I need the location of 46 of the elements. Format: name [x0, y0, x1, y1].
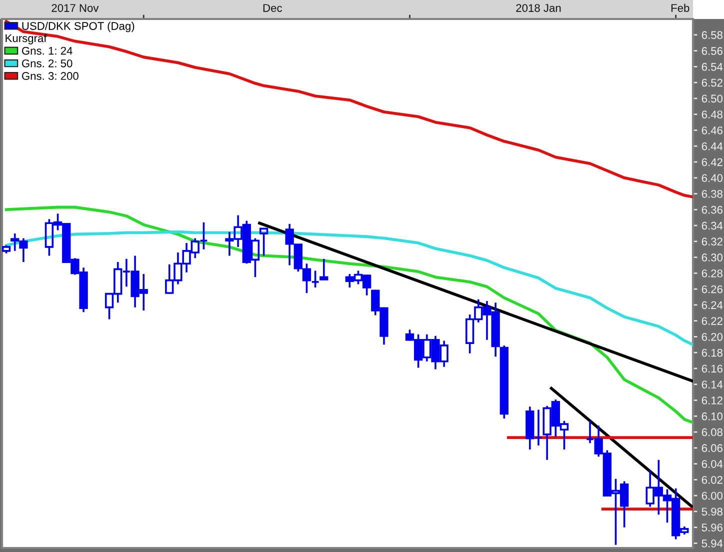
y-tick-label: 6.16 — [702, 364, 722, 373]
y-tick-label: 6.50 — [702, 94, 723, 103]
y-tick-label: 6.28 — [702, 269, 722, 278]
y-tick-label: 6.10 — [702, 412, 723, 420]
y-tick-label: 6.22 — [702, 317, 722, 325]
y-tick-label: 6.46 — [702, 126, 722, 134]
y-tick-label: 5.98 — [702, 508, 722, 516]
y-tick-label: 6.30 — [702, 254, 723, 262]
legend-label: USD/DKK SPOT (Dag) — [22, 22, 134, 32]
y-tick-label: 6.40 — [702, 174, 723, 182]
y-tick-label: 6.44 — [702, 142, 723, 150]
line-series — [4, 20, 693, 198]
x-tick-label: Dec — [263, 4, 282, 12]
legend-title: Kursgraf — [6, 34, 47, 44]
y-tick-label: 6.20 — [702, 332, 723, 341]
x-tick-label: 2017 Nov — [52, 4, 99, 12]
y-tick-label: 6.00 — [702, 492, 723, 500]
y-tick-label: 6.26 — [702, 285, 722, 294]
y-tick-label: 6.52 — [702, 78, 722, 87]
y-tick-label: 6.18 — [702, 348, 722, 357]
y-tick-label: 6.42 — [702, 158, 722, 166]
candlestick — [320, 258, 328, 280]
y-tick-label: 6.56 — [702, 47, 722, 55]
y-tick-label: 6.02 — [702, 476, 722, 484]
y-tick-label: 6.14 — [702, 380, 723, 389]
y-tick-label: 6.54 — [702, 62, 723, 71]
x-tick-label: 2018 Jan — [516, 4, 561, 12]
y-tick-label: 6.32 — [702, 238, 722, 246]
y-tick-label: 6.06 — [702, 444, 722, 452]
candlestick — [259, 228, 268, 257]
y-tick-label: 6.38 — [702, 190, 722, 198]
y-tick-label: 6.48 — [702, 110, 722, 118]
y-tick-label: 6.24 — [702, 301, 723, 310]
y-tick-label: 5.94 — [702, 540, 723, 548]
y-tick-label: 6.04 — [702, 460, 723, 468]
y-tick-label: 6.34 — [702, 222, 723, 230]
legend-label: Gns. 1: 24 — [22, 46, 72, 55]
y-tick-label: 6.12 — [702, 396, 722, 404]
x-tick-label: Feb — [671, 4, 690, 12]
candlestick — [310, 270, 320, 288]
y-tick-label: 6.36 — [702, 206, 722, 214]
y-tick-label: 6.08 — [702, 428, 722, 436]
y-tick-label: 5.96 — [702, 524, 722, 532]
y-tick-label: 6.58 — [702, 31, 722, 40]
legend-label: Gns. 3: 200 — [22, 72, 78, 80]
legend-label: Gns. 2: 50 — [22, 59, 72, 68]
